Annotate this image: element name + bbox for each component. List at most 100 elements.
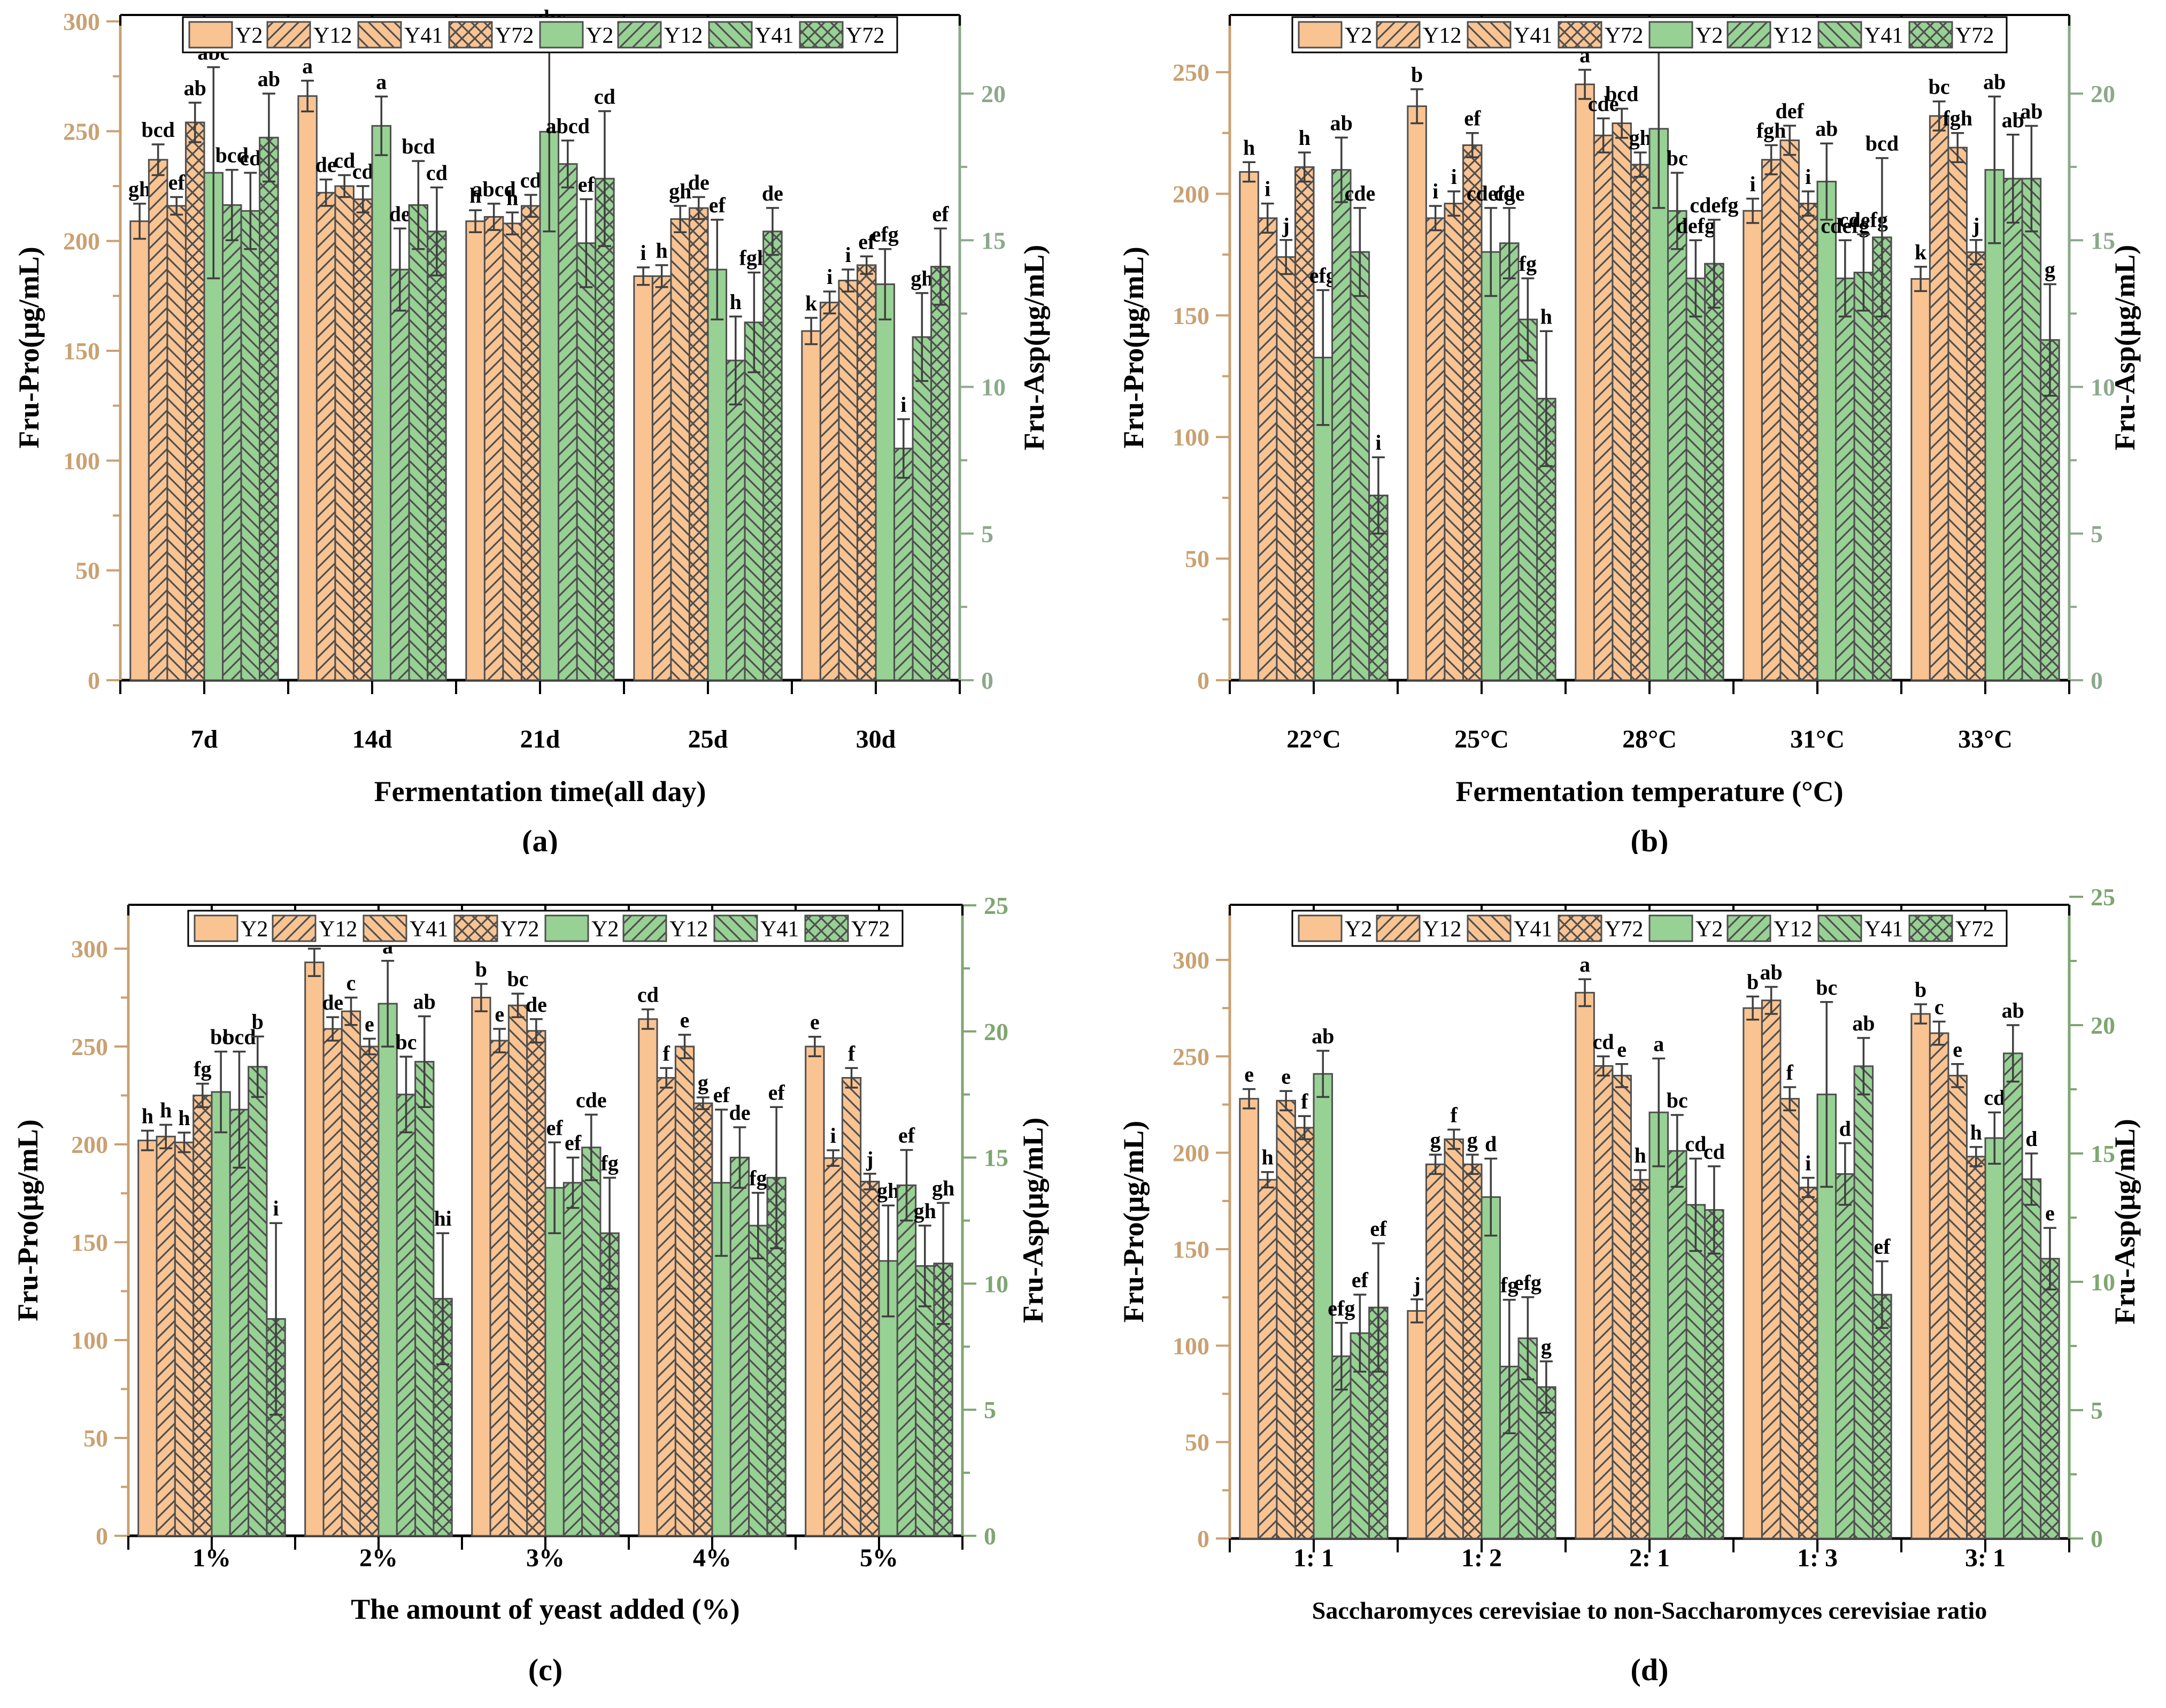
- sig-letter: d: [1839, 1117, 1851, 1141]
- sig-letter: cdefg: [1467, 181, 1515, 205]
- legend-swatch-green-Y72-hatch: [1909, 22, 1952, 48]
- bar-hatch: [689, 208, 708, 681]
- x-tick-label: 1%: [192, 1544, 231, 1572]
- x-tick-label: 22°C: [1286, 725, 1341, 753]
- sig-letter: ab: [1983, 70, 2006, 94]
- bar-hatch: [1426, 1164, 1445, 1538]
- sig-letter: h: [142, 1104, 153, 1128]
- bar-Y2-orange-25d: [633, 275, 653, 681]
- bar-hatch: [894, 448, 913, 680]
- legend: Y2 Y12 Y41 Y72 Y2 Y12 Y41 Y72: [187, 910, 904, 947]
- bar-Y2-green-3: 1: [1984, 1137, 2005, 1540]
- right-tick-label: 0: [981, 667, 993, 694]
- sig-letter: de: [526, 993, 547, 1017]
- legend-label-orange-Y41: Y41: [410, 917, 448, 942]
- sig-letter: h: [730, 290, 742, 314]
- bar-Y2-green-33°C: [1984, 169, 2005, 681]
- sig-letter: k: [1915, 240, 1927, 264]
- bar-Y2-orange-3%: [471, 997, 491, 1537]
- sig-letter: ab: [2002, 998, 2024, 1022]
- sig-letter: e: [810, 1010, 820, 1034]
- sig-letter: i: [273, 1196, 279, 1220]
- left-tick-label: 0: [96, 1522, 108, 1550]
- sig-letter: efg: [872, 222, 899, 247]
- right-tick-label: 15: [2091, 227, 2115, 254]
- legend-swatch-orange-Y2: [188, 21, 233, 49]
- sig-letter: cd: [594, 84, 615, 109]
- chart-panel-a: 0 50 100 150 200 250 300 0 5 10 15 20 7d 14d 21d 25d 30d…: [13, 5, 1050, 854]
- sig-letter: b: [475, 957, 487, 981]
- left-tick-label: 150: [1173, 1236, 1209, 1263]
- sig-letter: j: [1972, 213, 1979, 237]
- bar-hatch: [1948, 147, 1967, 680]
- bar-Y2-orange-30d: [801, 330, 821, 681]
- legend-swatch-orange-Y41-hatch: [364, 915, 406, 941]
- legend-swatch-green-Y2: [539, 21, 584, 49]
- sig-letter: bcd: [1866, 132, 1899, 156]
- sig-letter: gh: [877, 1179, 899, 1203]
- sig-letter: cde: [1344, 181, 1375, 205]
- bar-hatch: [1444, 1139, 1463, 1538]
- legend-swatch-orange-Y2: [194, 914, 238, 942]
- sig-letter: b: [252, 1010, 264, 1034]
- legend-swatch-orange-Y72-hatch: [1559, 915, 1601, 941]
- sig-letter: bc: [1667, 146, 1688, 170]
- sig-letter: c: [1934, 995, 1944, 1019]
- sig-letter: h: [656, 238, 668, 263]
- bar-hatch: [1332, 170, 1351, 680]
- legend-label-orange-Y41: Y41: [1514, 24, 1552, 48]
- left-tick-label: 100: [1173, 1332, 1209, 1359]
- right-tick-label: 15: [981, 227, 1006, 254]
- sig-letter: i: [827, 265, 833, 289]
- right-tick-label: 5: [2091, 520, 2103, 548]
- sig-letter: cd: [352, 159, 374, 183]
- sig-letter: cd: [240, 146, 261, 170]
- sig-letter: j: [1282, 213, 1290, 237]
- sig-letter: ab: [1312, 1024, 1334, 1048]
- legend-label-green-Y12: Y12: [1774, 917, 1812, 942]
- sig-letter: bcd: [215, 143, 249, 167]
- bar-hatch: [1463, 1164, 1482, 1538]
- bar-hatch: [157, 1136, 175, 1536]
- left-tick-label: 100: [63, 447, 100, 474]
- left-tick-label: 150: [1173, 302, 1209, 329]
- sig-letter: fgh: [1756, 118, 1786, 142]
- sig-letter: def: [1776, 99, 1805, 123]
- bar-hatch: [1854, 1066, 1873, 1538]
- sig-letter: f: [663, 1041, 670, 1065]
- bar-hatch: [1594, 135, 1613, 681]
- legend-label-orange-Y12: Y12: [1423, 24, 1461, 48]
- bar-hatch: [390, 270, 410, 681]
- sig-letter: ef: [898, 1123, 915, 1147]
- bar-hatch: [353, 199, 372, 680]
- sig-letter: ab: [1760, 960, 1783, 984]
- sig-letter: fg: [600, 1151, 618, 1175]
- bar-hatch: [1930, 1033, 1948, 1538]
- legend-label-green-Y2: Y2: [1695, 917, 1723, 942]
- right-tick-label: 5: [984, 1396, 996, 1424]
- bar-hatch: [1780, 1098, 1799, 1538]
- bar-hatch: [1872, 1295, 1892, 1538]
- sig-letter: ef: [858, 229, 875, 253]
- sig-letter: g: [1467, 1128, 1478, 1152]
- bar-hatch: [1668, 211, 1687, 680]
- bar-hatch: [1668, 1151, 1687, 1538]
- sig-letter: a: [302, 54, 313, 78]
- bar-hatch: [763, 231, 782, 680]
- left-tick-label: 200: [71, 1131, 108, 1158]
- bar-hatch: [1948, 1075, 1967, 1538]
- sig-letter: cd: [1703, 1140, 1725, 1164]
- bar-Y2-orange-3: 1: [1910, 1013, 1931, 1540]
- left-tick-label: 200: [1173, 1140, 1209, 1167]
- y-axis-title-right: Fru-Asp(μg/mL): [2109, 245, 2141, 451]
- sig-letter: ef: [168, 171, 186, 195]
- legend-swatch-green-Y72-hatch: [805, 915, 848, 941]
- legend-swatch-orange-Y12-hatch: [273, 915, 315, 941]
- y-axis-title-right: Fru-Asp(μg/mL): [1017, 1118, 1049, 1324]
- sig-letter: h: [1635, 1143, 1646, 1167]
- sig-letter: e: [365, 1012, 374, 1036]
- sig-letter: h: [160, 1098, 172, 1122]
- bar-hatch: [2040, 340, 2060, 680]
- sig-letter: ef: [565, 1131, 582, 1155]
- bar-hatch: [409, 205, 428, 680]
